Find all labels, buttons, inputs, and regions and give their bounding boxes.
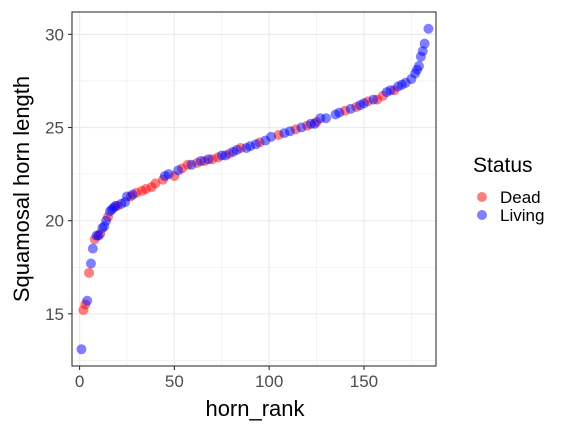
data-point-living: [203, 154, 214, 165]
x-axis-title: horn_rank: [205, 396, 305, 421]
data-point-living: [385, 85, 396, 96]
data-point-living: [419, 38, 430, 49]
data-point-living: [358, 98, 369, 109]
data-point-living: [220, 150, 231, 161]
y-axis: 15 20 25 30: [45, 25, 72, 324]
data-point-living: [285, 126, 296, 137]
data-point-living: [87, 243, 98, 254]
legend-label-living: Living: [500, 206, 544, 225]
legend-key-dead: [477, 192, 487, 202]
data-point-living: [413, 61, 424, 72]
legend: Status Dead Living: [473, 154, 544, 225]
y-tick-label: 15: [45, 305, 64, 324]
data-point-living: [82, 295, 93, 306]
x-tick-label: 100: [255, 372, 283, 391]
y-tick-label: 20: [45, 212, 64, 231]
plot-panel: [71, 11, 437, 367]
data-point-living: [368, 94, 379, 105]
y-tick-label: 25: [45, 119, 64, 138]
legend-label-dead: Dead: [500, 188, 541, 207]
x-axis: 0 50 100 150: [75, 366, 378, 391]
data-point-living: [195, 156, 206, 167]
data-point-living: [127, 189, 138, 200]
data-point-dead: [84, 267, 95, 278]
x-tick-label: 150: [350, 372, 378, 391]
data-point-dead: [150, 178, 161, 189]
data-point-living: [101, 215, 112, 226]
x-tick-label: 50: [165, 372, 184, 391]
data-point-living: [231, 144, 242, 155]
data-point-living: [334, 107, 345, 118]
data-point-living: [296, 122, 307, 133]
grid-lines: [72, 12, 436, 366]
y-tick-label: 30: [45, 25, 64, 44]
data-point-living: [266, 131, 277, 142]
data-point-living: [163, 169, 174, 180]
data-point-living: [93, 230, 104, 241]
data-points: [76, 23, 434, 355]
legend-key-living: [477, 210, 487, 220]
data-point-living: [423, 23, 434, 34]
x-tick-label: 0: [75, 372, 84, 391]
data-point-living: [173, 165, 184, 176]
data-point-living: [321, 113, 332, 124]
y-axis-title: Squamosal horn length: [9, 76, 34, 302]
data-point-living: [345, 103, 356, 114]
data-point-living: [186, 159, 197, 170]
legend-title: Status: [473, 154, 533, 177]
data-point-living: [250, 139, 261, 150]
panel-border: [71, 11, 437, 367]
data-point-living: [85, 258, 96, 269]
data-point-living: [76, 344, 87, 355]
